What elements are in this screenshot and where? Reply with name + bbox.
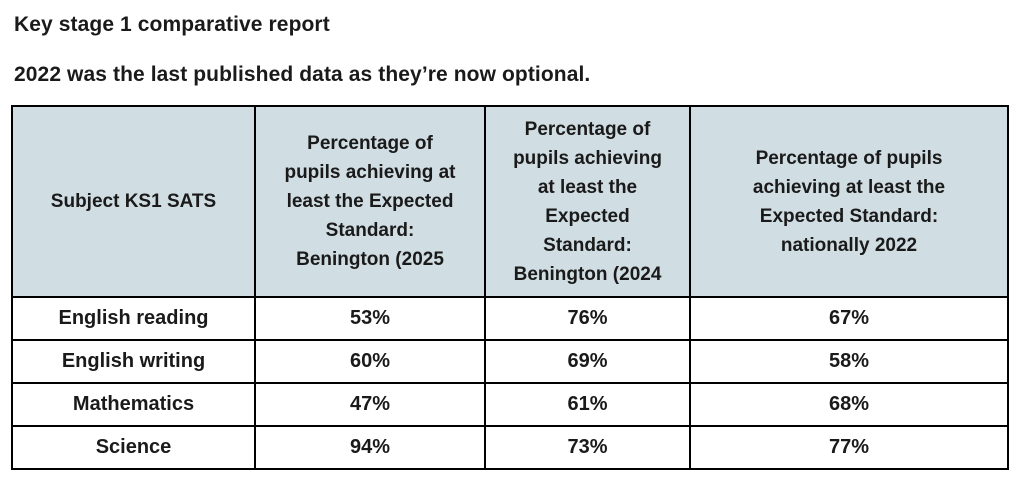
value-cell: 47% (254, 382, 486, 427)
ks1-results-table: Subject KS1 SATS Percentage of pupils ac… (11, 105, 1009, 470)
subject-cell: English writing (11, 339, 256, 384)
table-header-row: Subject KS1 SATS Percentage of pupils ac… (11, 105, 1009, 298)
subject-cell: Science (11, 425, 256, 470)
value-cell: 60% (254, 339, 486, 384)
table-row: Science 94% 73% 77% (11, 425, 1009, 470)
column-header-subject: Subject KS1 SATS (11, 105, 256, 298)
table-row: English reading 53% 76% 67% (11, 296, 1009, 341)
table-row: Mathematics 47% 61% 68% (11, 382, 1009, 427)
value-cell: 53% (254, 296, 486, 341)
value-cell: 67% (689, 296, 1009, 341)
page-subtitle: 2022 was the last published data as they… (14, 63, 591, 86)
subject-cell: English reading (11, 296, 256, 341)
page-title: Key stage 1 comparative report (14, 13, 330, 36)
value-cell: 69% (484, 339, 691, 384)
subject-cell: Mathematics (11, 382, 256, 427)
column-header-benington-2025: Percentage of pupils achieving at least … (254, 105, 486, 298)
value-cell: 94% (254, 425, 486, 470)
column-header-nationally-2022: Percentage of pupils achieving at least … (689, 105, 1009, 298)
value-cell: 77% (689, 425, 1009, 470)
value-cell: 58% (689, 339, 1009, 384)
column-header-benington-2024: Percentage of pupils achieving at least … (484, 105, 691, 298)
value-cell: 68% (689, 382, 1009, 427)
table-row: English writing 60% 69% 58% (11, 339, 1009, 384)
value-cell: 61% (484, 382, 691, 427)
value-cell: 76% (484, 296, 691, 341)
value-cell: 73% (484, 425, 691, 470)
